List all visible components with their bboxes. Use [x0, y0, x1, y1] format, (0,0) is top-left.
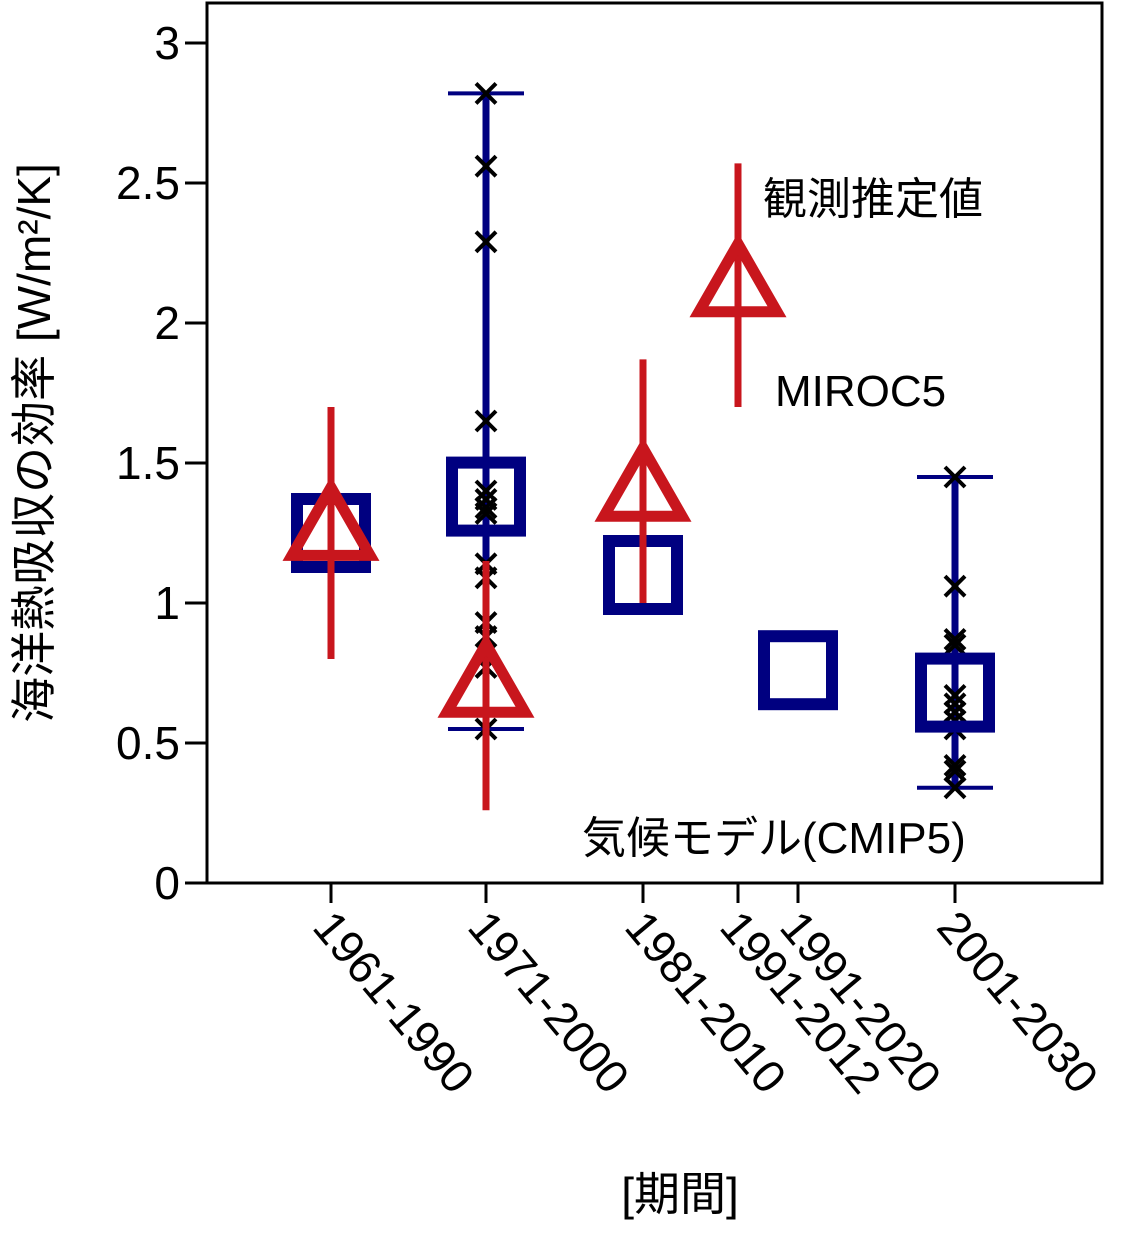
member-x-marker — [943, 574, 967, 598]
member-x-marker — [943, 776, 967, 800]
member-x-marker — [943, 700, 967, 724]
member-x-marker — [474, 496, 498, 520]
y-tick-label: 0.5 — [116, 717, 180, 769]
y-axis-title: 海洋熱吸収の効率 [W/m²/K] — [8, 163, 60, 723]
y-tick-label: 0 — [154, 857, 180, 909]
y-axis: 0 0.5 1 1.5 2 2.5 3 — [116, 17, 207, 909]
observed-triangle-marker — [437, 633, 535, 718]
annotation-cmip5: 気候モデル(CMIP5) — [582, 814, 966, 863]
x-axis: 1961-19901971-20001981-20101991-20121991… — [303, 883, 1109, 1103]
annotation-miroc5: MIROC5 — [775, 367, 946, 416]
member-x-marker — [474, 230, 498, 254]
y-tick-label: 1.5 — [116, 437, 180, 489]
chart-marks — [282, 81, 995, 811]
member-x-marker — [474, 501, 498, 525]
observed-triangle-marker — [594, 437, 692, 522]
observed-triangle-marker — [282, 476, 380, 561]
member-x-marker — [474, 409, 498, 433]
x-tick-label: 1961-1990 — [303, 901, 484, 1103]
y-tick-label: 2 — [154, 297, 180, 349]
model-square-marker — [915, 652, 995, 733]
member-x-marker — [943, 683, 967, 707]
model-square-marker — [758, 630, 838, 711]
member-x-marker — [943, 692, 967, 716]
member-x-marker — [943, 465, 967, 489]
member-x-marker — [474, 479, 498, 503]
y-tick-label: 3 — [154, 17, 180, 69]
annotation-observed: 観測推定値 — [763, 175, 983, 224]
member-x-marker — [474, 154, 498, 178]
observed-triangle-marker — [689, 232, 787, 318]
model-square-marker — [446, 456, 526, 537]
x-tick-label: 2001-2030 — [927, 901, 1108, 1103]
y-tick-label: 2.5 — [116, 157, 180, 209]
member-x-marker — [943, 753, 967, 777]
member-x-marker — [943, 759, 967, 783]
x-axis-title: [期間] — [621, 1168, 739, 1220]
y-tick-label: 1 — [154, 577, 180, 629]
plot-frame — [205, 1, 1104, 885]
member-x-marker — [943, 633, 967, 657]
member-x-marker — [943, 627, 967, 651]
x-tick-label: 1971-2000 — [458, 901, 639, 1103]
member-x-marker — [474, 81, 498, 105]
